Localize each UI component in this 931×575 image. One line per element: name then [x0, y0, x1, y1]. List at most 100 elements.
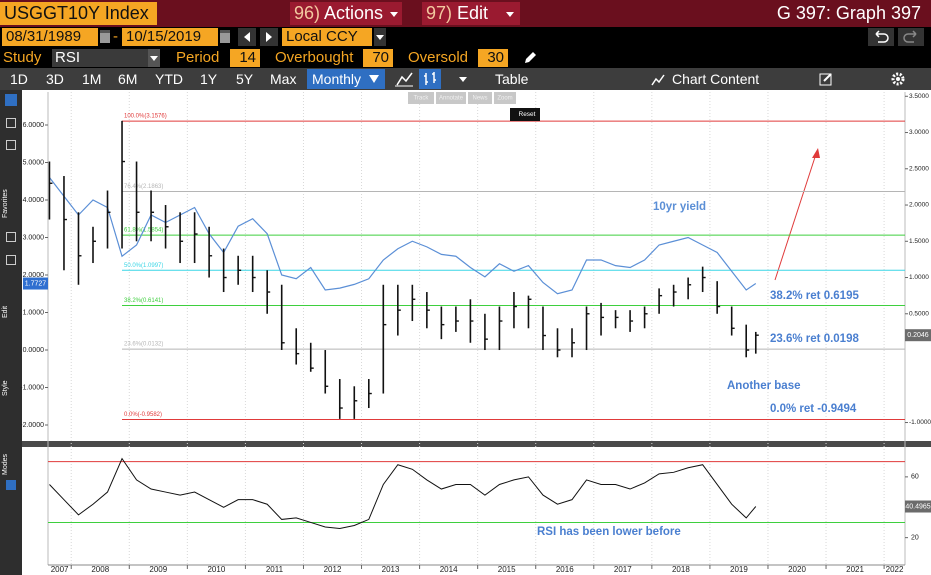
sidebar-tool[interactable] [6, 480, 16, 490]
range-tab[interactable]: 3D [46, 71, 64, 87]
x-tick-label: 2008 [91, 565, 109, 574]
period-label: Period [176, 49, 220, 66]
pen-icon [823, 73, 832, 82]
frequency-dropdown[interactable]: Monthly [307, 69, 385, 89]
last-value-label: 40.4965 [905, 503, 930, 510]
annotation: 10yr yield [653, 201, 706, 213]
study-dropdown[interactable] [148, 49, 160, 67]
table-button[interactable]: Table [495, 71, 529, 87]
toolbar [0, 68, 931, 90]
y2-tick-label: 3.0000 [909, 129, 929, 136]
range-tab[interactable]: 1Y [200, 71, 218, 87]
gear-hub [896, 77, 900, 81]
chart: 2007 2008 2009 2010 2011 2012 2013 2014 2015 2016… [20, 90, 931, 575]
x-tick-label: 2007 [51, 565, 69, 574]
chart-content-button[interactable]: Chart Content [672, 71, 760, 87]
prev-button[interactable] [238, 28, 256, 46]
chart-layer: 2007 2008 2009 2010 2011 2012 2013 2014 2015 2016… [20, 90, 931, 575]
undo-redo[interactable] [868, 28, 928, 46]
annotation: RSI has been lower before [537, 526, 681, 538]
calendar-icon[interactable] [220, 30, 230, 43]
currency-dropdown[interactable] [374, 28, 386, 46]
next-button[interactable] [260, 28, 278, 46]
range-tab[interactable]: 6M [118, 71, 138, 87]
fib-label: 38.2%(0.6141) [124, 298, 163, 304]
redo-button[interactable] [898, 28, 924, 46]
x-tick-label: 2012 [324, 565, 342, 574]
chart-content-icon [651, 74, 665, 86]
y-tick-label: -2.0000 [20, 422, 44, 429]
oversold-label: Oversold [408, 49, 469, 66]
x-tick-label: 2018 [672, 565, 690, 574]
fib-label: 0.0%(-0.9582) [124, 412, 162, 418]
frequency-label: Monthly [312, 71, 362, 87]
chart-tool-button[interactable] [468, 92, 492, 104]
sidebar-tool[interactable] [6, 140, 16, 150]
menu-label: Actions [324, 3, 384, 23]
edit-icon[interactable] [818, 71, 834, 87]
end-date[interactable]: 10/15/2019 [122, 28, 218, 46]
chart-tool-label: News [472, 96, 487, 102]
undo-icon [875, 30, 889, 43]
fib-label: 100.0%(3.1576) [124, 114, 167, 120]
oversold-field[interactable]: 30 [478, 49, 508, 67]
x-tick-label: 2016 [556, 565, 574, 574]
reset-button[interactable] [510, 108, 540, 121]
undo-button[interactable] [868, 28, 894, 46]
chart-tool-button[interactable] [408, 92, 434, 104]
x-tick-label: 2021 [846, 565, 864, 574]
gear-icon [891, 72, 905, 86]
y2-tick-label: 1.0000 [909, 274, 929, 281]
overbought-field[interactable]: 70 [363, 49, 393, 67]
x-tick-label: 2011 [266, 565, 284, 574]
currency-field[interactable]: Local CCY [282, 28, 372, 46]
x-tick-label: 2017 [614, 565, 632, 574]
range-tab[interactable]: 1D [10, 71, 28, 87]
pencil-icon [525, 52, 536, 63]
chart-tool-button[interactable] [494, 92, 516, 104]
annotation: 23.6% ret 0.0198 [770, 333, 859, 345]
y-tick-label: 5.0000 [23, 159, 45, 166]
chart-tool-button[interactable] [436, 92, 466, 104]
x-tick-label: 2020 [788, 565, 806, 574]
edit-menu[interactable]: 97) Edit [422, 2, 520, 25]
edit-study-icon[interactable] [522, 50, 538, 66]
chart-tool-label: Zoom [497, 96, 512, 102]
x-tick-label: 2022 [886, 565, 904, 574]
annotation: 38.2% ret 0.6195 [770, 290, 859, 302]
last-value-label: 0.2046 [907, 332, 929, 339]
bar-icon-bg[interactable] [419, 69, 441, 89]
sidebar-tool[interactable] [6, 232, 16, 242]
box-icon [819, 73, 832, 86]
pointer-tool[interactable] [5, 94, 17, 106]
dropdown-arrow [150, 56, 158, 61]
period-field[interactable]: 14 [230, 49, 260, 67]
range-tab[interactable]: 5Y [236, 71, 254, 87]
range-tab[interactable]: Max [270, 71, 297, 87]
sidebar-tool[interactable] [6, 118, 16, 128]
panel-separator [22, 441, 931, 447]
arrow-head [812, 148, 820, 158]
last-value-label: 1.7727 [25, 280, 47, 287]
range-tab[interactable]: YTD [155, 71, 183, 87]
last-value-label-bg [905, 329, 931, 342]
x-tick-label: 2019 [730, 565, 748, 574]
ticker-field[interactable]: USGGT10Y Index [0, 2, 157, 25]
calendar-icon[interactable] [100, 30, 110, 43]
arrow-icon [266, 32, 272, 42]
study-field[interactable]: RSI [52, 49, 148, 67]
chart-type-icons[interactable] [393, 69, 473, 89]
settings-icon[interactable] [890, 71, 906, 87]
range-tab[interactable]: 1M [82, 71, 102, 87]
annotation: Another base [727, 380, 801, 392]
series-line [48, 177, 757, 295]
actions-menu[interactable]: 96) Actions [290, 2, 402, 25]
start-date[interactable]: 08/31/1989 [2, 28, 98, 46]
redo-icon [903, 30, 917, 43]
x-tick-label: 2013 [382, 565, 400, 574]
chart-tool-label: Track [414, 96, 430, 102]
y2-tick-label: 0.5000 [909, 310, 929, 317]
sidebar-tool[interactable] [6, 255, 16, 265]
dropdown-arrow [506, 12, 514, 17]
fib-label: 76.4%(2.1863) [124, 184, 163, 190]
